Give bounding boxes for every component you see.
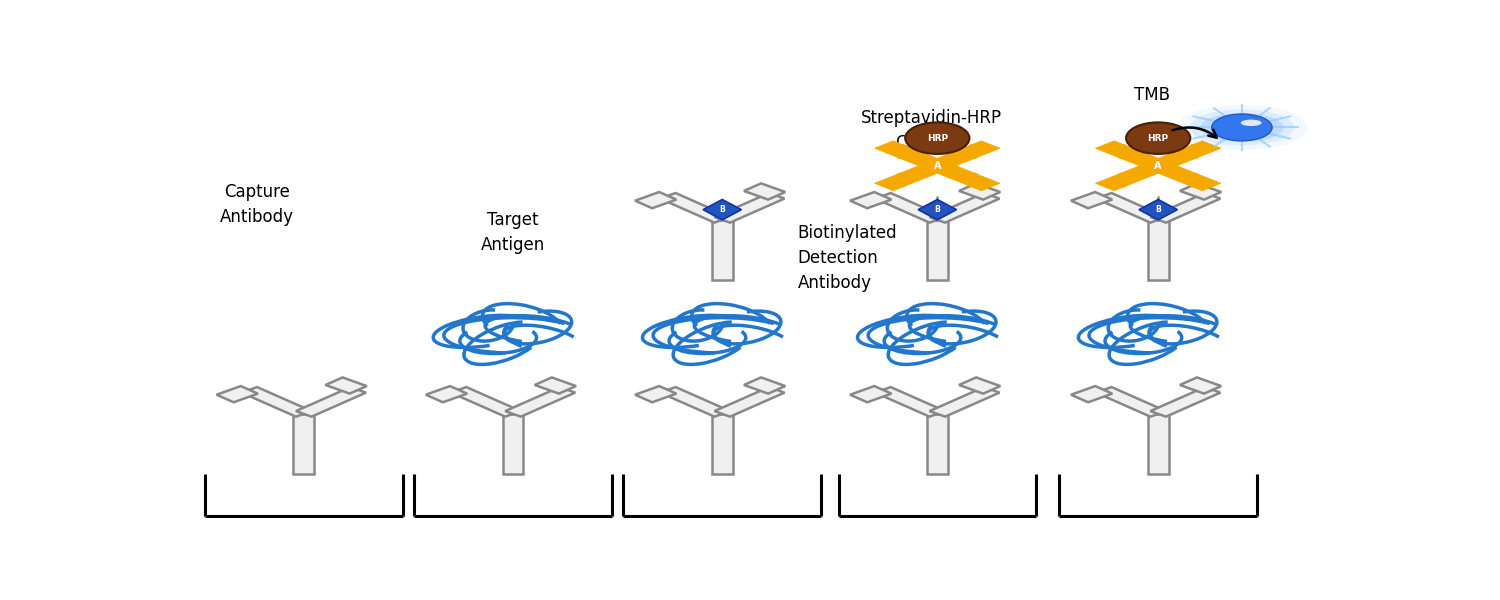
Polygon shape — [1096, 193, 1166, 223]
Ellipse shape — [1212, 114, 1272, 141]
Polygon shape — [930, 387, 999, 416]
Bar — [294, 414, 314, 474]
Text: A: A — [933, 161, 940, 171]
Ellipse shape — [1240, 119, 1262, 126]
Polygon shape — [1096, 387, 1166, 416]
Polygon shape — [704, 200, 741, 220]
Polygon shape — [930, 193, 999, 223]
Polygon shape — [296, 387, 366, 416]
Ellipse shape — [1126, 122, 1191, 154]
Polygon shape — [850, 386, 891, 402]
Polygon shape — [1071, 386, 1113, 402]
Polygon shape — [216, 386, 258, 402]
Polygon shape — [874, 141, 1001, 191]
Bar — [927, 220, 948, 280]
Polygon shape — [744, 377, 786, 394]
Polygon shape — [660, 387, 730, 416]
Text: B: B — [1155, 205, 1161, 214]
Text: HRP: HRP — [1148, 134, 1168, 143]
Polygon shape — [506, 387, 574, 416]
Polygon shape — [534, 377, 576, 394]
Text: Biotinylated
Detection
Antibody: Biotinylated Detection Antibody — [798, 224, 897, 292]
Text: Target
Antigen: Target Antigen — [482, 211, 544, 254]
Polygon shape — [874, 387, 945, 416]
Polygon shape — [1095, 141, 1221, 191]
Bar — [503, 414, 524, 474]
Bar — [712, 414, 732, 474]
Polygon shape — [874, 141, 1001, 191]
Polygon shape — [634, 386, 676, 402]
Polygon shape — [1071, 192, 1113, 208]
Polygon shape — [426, 386, 466, 402]
Polygon shape — [1150, 387, 1221, 416]
Ellipse shape — [1200, 113, 1284, 142]
Polygon shape — [958, 184, 1000, 200]
Polygon shape — [1138, 200, 1178, 220]
Polygon shape — [242, 387, 312, 416]
Text: HRP: HRP — [927, 134, 948, 143]
Ellipse shape — [1190, 109, 1294, 145]
Polygon shape — [714, 193, 784, 223]
Polygon shape — [714, 387, 784, 416]
Polygon shape — [326, 377, 368, 394]
Bar — [1148, 220, 1168, 280]
Polygon shape — [958, 377, 1000, 394]
Polygon shape — [744, 184, 786, 200]
Text: B: B — [720, 205, 724, 214]
Polygon shape — [1150, 193, 1221, 223]
Polygon shape — [660, 193, 730, 223]
Ellipse shape — [904, 122, 969, 154]
Text: A: A — [1155, 161, 1162, 171]
Ellipse shape — [1176, 105, 1308, 150]
Polygon shape — [850, 192, 891, 208]
Text: Capture
Antibody: Capture Antibody — [220, 183, 294, 226]
Text: B: B — [934, 205, 940, 214]
Text: TMB: TMB — [1134, 86, 1170, 104]
Polygon shape — [452, 387, 520, 416]
Bar — [712, 220, 732, 280]
Polygon shape — [634, 192, 676, 208]
Polygon shape — [874, 193, 945, 223]
Bar — [1148, 414, 1168, 474]
Ellipse shape — [1212, 117, 1272, 138]
Bar — [927, 414, 948, 474]
Polygon shape — [918, 200, 957, 220]
Polygon shape — [1180, 184, 1221, 200]
Polygon shape — [1095, 141, 1221, 191]
Polygon shape — [1180, 377, 1221, 394]
Text: Streptavidin-HRP
Complex: Streptavidin-HRP Complex — [861, 109, 1002, 152]
